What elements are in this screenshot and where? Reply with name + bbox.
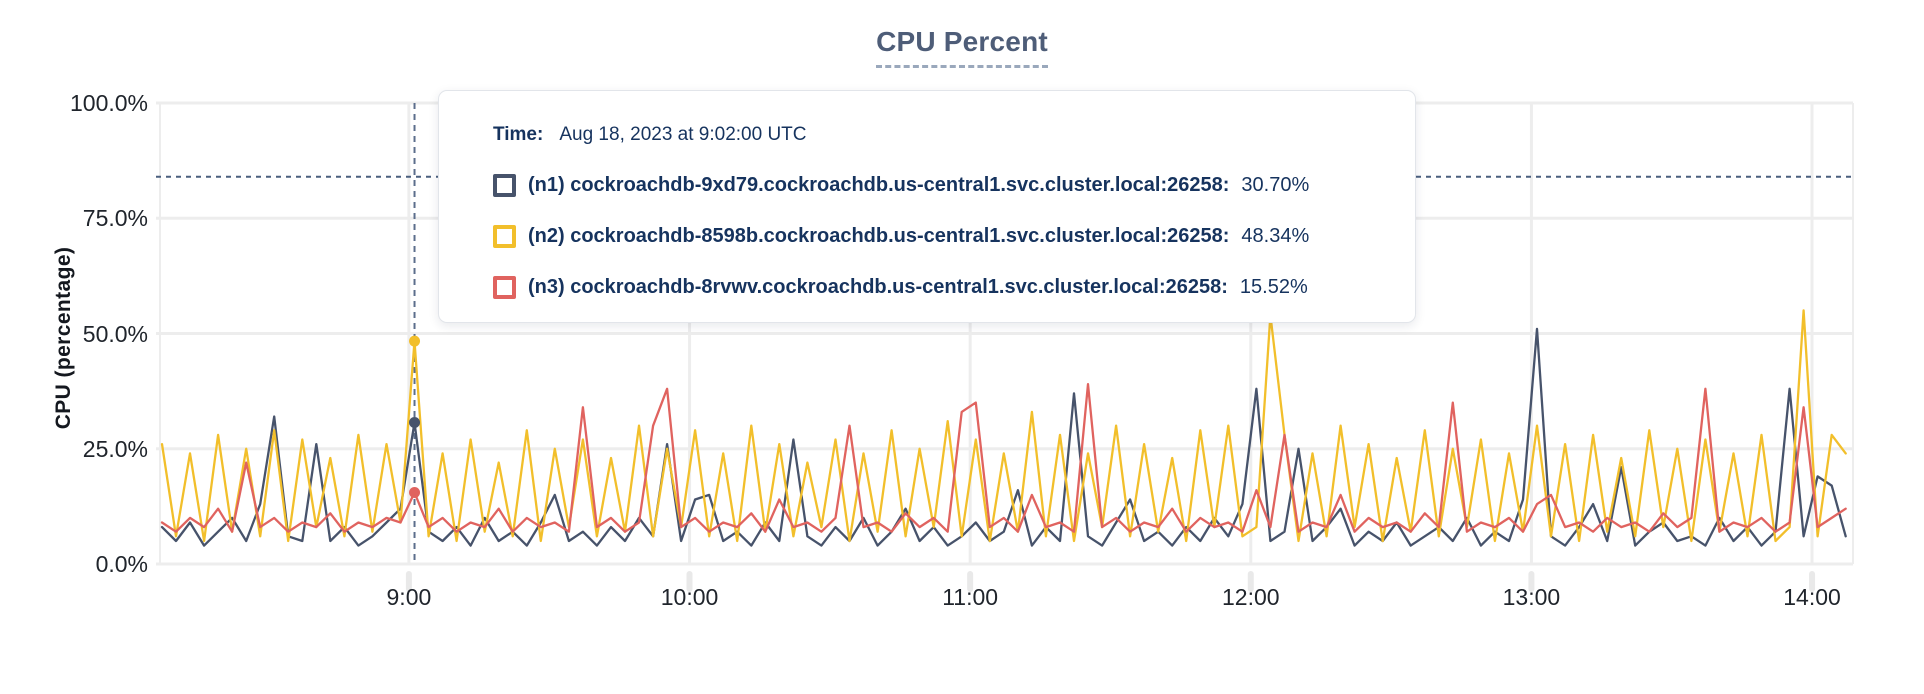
tooltip-row-n1: (n1) cockroachdb-9xd79.cockroachdb.us-ce…: [493, 173, 1385, 197]
hover-tooltip: Time: Aug 18, 2023 at 9:02:00 UTC (n1) co…: [438, 90, 1416, 323]
hover-dot-n3: [409, 486, 421, 498]
series-n3-value: 15.52%: [1239, 276, 1308, 298]
hover-dot-n1: [409, 416, 421, 428]
series-n1-value: 30.70%: [1241, 174, 1310, 196]
x-tick-label: 10:00: [660, 584, 719, 610]
series-line-n3: [160, 383, 1847, 533]
x-tick-mark: [405, 571, 412, 592]
x-tick-mark: [686, 571, 693, 592]
x-tick-label: 14:00: [1783, 584, 1841, 610]
x-tick-mark: [1528, 571, 1535, 592]
chart-title-wrap: CPU Percent: [0, 26, 1924, 68]
tooltip-time-value: Aug 18, 2023 at 9:02:00 UTC: [559, 124, 807, 145]
series-line-n1: [160, 327, 1847, 547]
x-tick-mark: [1247, 571, 1254, 592]
y-tick-label: 50.0%: [82, 320, 148, 347]
tooltip-row-n3: (n3) cockroachdb-8rvwv.cockroachdb.us-ce…: [493, 275, 1385, 299]
series-n3-name: (n3) cockroachdb-8rvwv.cockroachdb.us-ce…: [528, 276, 1228, 298]
series-n2-name: (n2) cockroachdb-8598b.cockroachdb.us-ce…: [528, 225, 1230, 247]
x-tick-label: 13:00: [1502, 584, 1561, 610]
y-tick-label: 25.0%: [82, 435, 148, 462]
series-n1-name: (n1) cockroachdb-9xd79.cockroachdb.us-ce…: [528, 174, 1230, 196]
x-tick-mark: [967, 571, 974, 592]
x-tick-label: 11:00: [942, 584, 999, 610]
tooltip-time-row: Time: Aug 18, 2023 at 9:02:00 UTC: [493, 124, 1385, 146]
y-tick-label: 100.0%: [69, 90, 148, 116]
hover-dot-n2: [409, 335, 421, 347]
series-n2-value: 48.34%: [1241, 225, 1310, 247]
x-tick-label: 9:00: [386, 584, 432, 610]
series-line-n2: [160, 309, 1847, 543]
series-n1-swatch-icon: [493, 173, 516, 197]
x-tick-label: 12:00: [1222, 584, 1280, 610]
y-tick-label: 75.0%: [82, 205, 148, 232]
x-tick-mark: [1809, 571, 1816, 592]
series-n3-swatch-icon: [493, 275, 516, 299]
y-tick-label: 0.0%: [95, 551, 148, 577]
chart-title[interactable]: CPU Percent: [876, 26, 1048, 68]
tooltip-time-label: Time:: [493, 124, 544, 145]
tooltip-row-n2: (n2) cockroachdb-8598b.cockroachdb.us-ce…: [493, 224, 1385, 248]
series-n2-swatch-icon: [493, 224, 516, 248]
